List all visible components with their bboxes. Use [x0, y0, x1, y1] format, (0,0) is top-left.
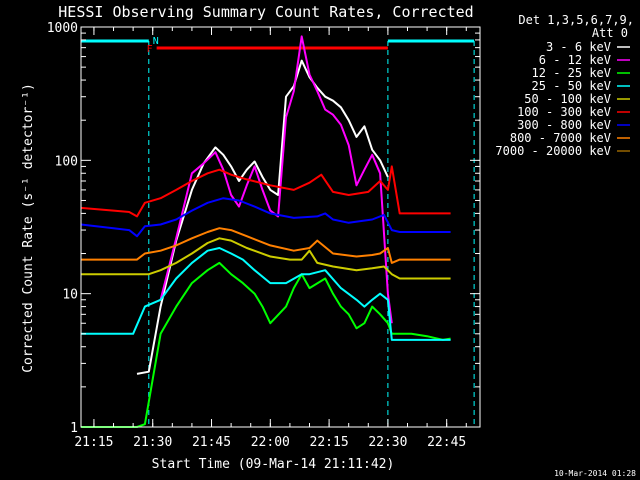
legend-label-8: 7000 - 20000 keV: [495, 144, 611, 158]
series-line-0: [136, 59, 389, 375]
x-tick-label: 21:30: [133, 435, 172, 450]
legend-label-3: 25 - 50 keV: [532, 79, 611, 93]
legend-label-0: 3 - 6 keV: [546, 40, 611, 54]
flare-flag-label: F: [147, 44, 153, 55]
series-lines: [80, 35, 451, 428]
legend-label-2: 12 - 25 keV: [532, 66, 611, 80]
x-tick-label: 22:15: [310, 435, 349, 450]
plot-frame: [80, 26, 481, 428]
y-tick-label: 1000: [47, 21, 78, 36]
footer-date: 10-Mar-2014 01:28: [554, 469, 636, 478]
series-line-5: [80, 165, 451, 218]
legend-label-5: 100 - 300 keV: [517, 105, 611, 119]
night-flag-label: N: [153, 36, 159, 47]
legend-label-7: 800 - 7000 keV: [510, 131, 611, 145]
chart-title: HESSI Observing Summary Count Rates, Cor…: [58, 3, 473, 21]
x-axis-label: Start Time (09-Mar-14 21:11:42): [152, 457, 395, 472]
legend-label-6: 300 - 800 keV: [517, 118, 611, 132]
x-tick-label: 22:30: [368, 435, 407, 450]
legend-label-1: 6 - 12 keV: [539, 53, 611, 67]
series-line-1: [159, 35, 393, 324]
legend-header-line-2: Att 0: [592, 26, 628, 40]
series-line-6: [80, 197, 451, 238]
x-tick-label: 21:15: [74, 435, 113, 450]
x-tick-label: 22:45: [427, 435, 466, 450]
y-tick-label: 100: [55, 154, 78, 169]
series-line-4: [81, 237, 451, 280]
y-tick-label: 10: [62, 288, 78, 303]
x-tick-label: 21:45: [192, 435, 231, 450]
legend-header-line-1: Det 1,3,5,6,7,9,: [518, 13, 634, 27]
y-axis-label: Corrected Count Rate (s⁻¹ detector⁻¹): [21, 83, 36, 373]
series-line-7: [81, 227, 451, 264]
y-tick-label: 1: [70, 421, 78, 436]
legend-label-4: 50 - 100 keV: [524, 92, 611, 106]
plot-axes: 21:15 21:30 21:45 22:00 22:15 22:30 22:45 1 10 10…: [47, 21, 481, 450]
series-line-3: [81, 247, 451, 341]
x-tick-label: 22:00: [251, 435, 290, 450]
